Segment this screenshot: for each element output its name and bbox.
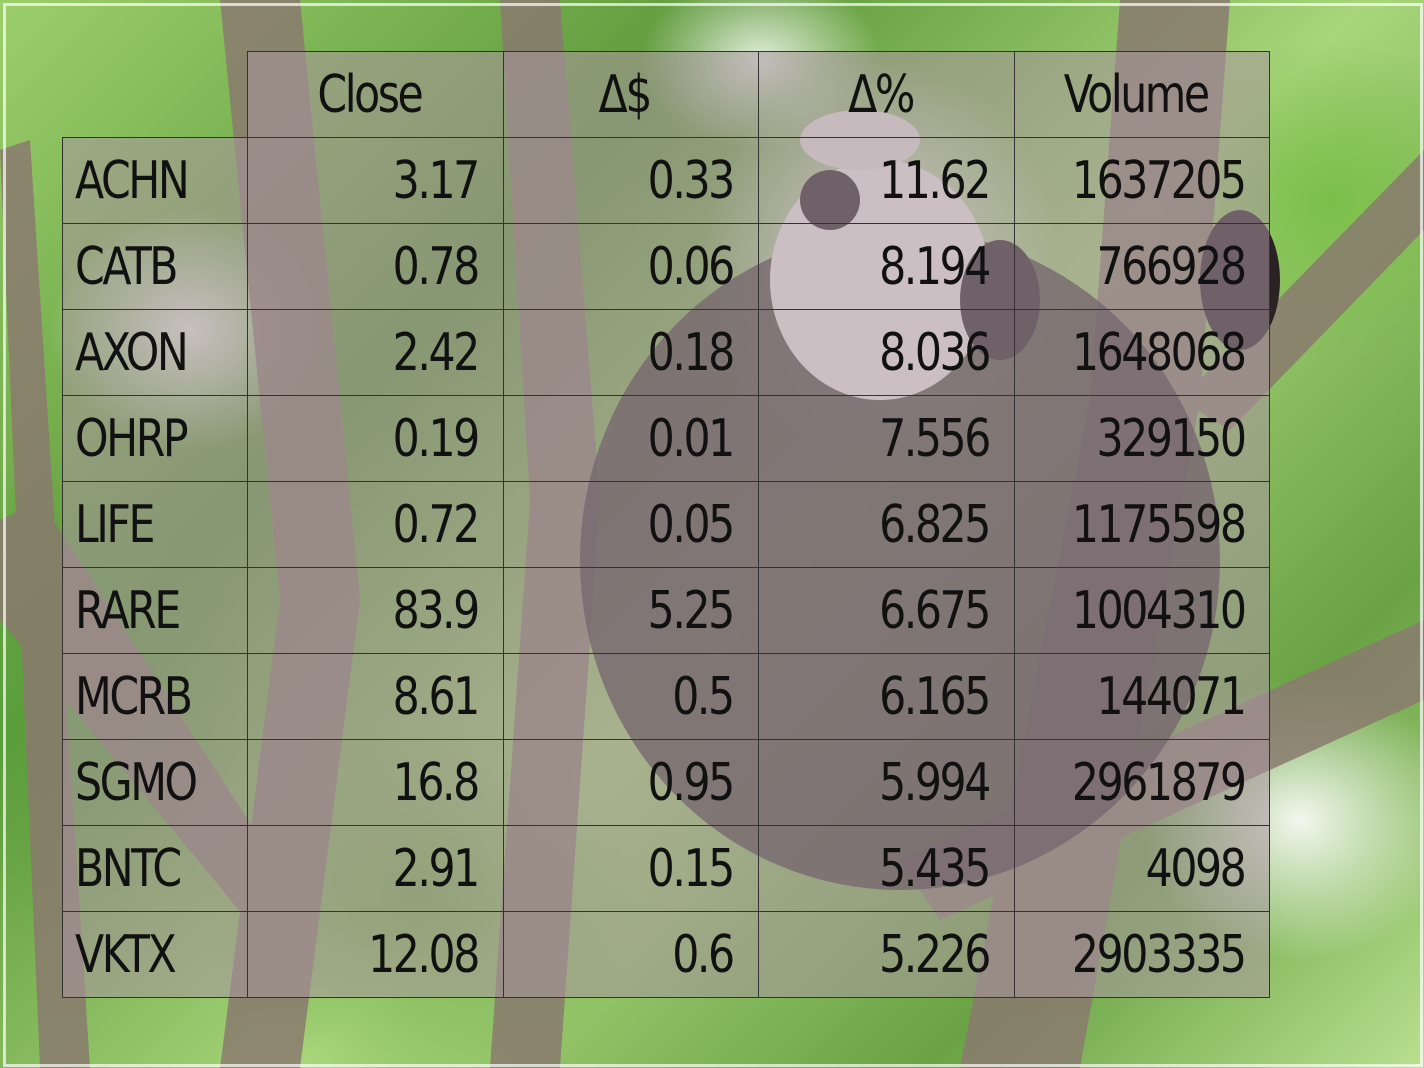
ticker-cell: LIFE [61,481,249,568]
volume-cell: 1637205 [1014,137,1271,224]
volume-cell: 2961879 [1014,739,1271,826]
close-cell: 2.42 [247,309,505,396]
table-row: BNTC 2.91 0.15 5.435 4098 [61,825,1271,912]
table-header-row: Close Δ$ Δ% Volume [62,51,1271,138]
table-row: VKTX 12.08 0.6 5.226 2903335 [61,911,1271,998]
delta-percent-cell: 7.556 [758,395,1016,482]
header-delta-percent: Δ% [758,51,1016,138]
close-cell: 0.19 [247,395,505,482]
table-row: RARE 83.9 5.25 6.675 1004310 [61,567,1271,654]
ticker-cell: ACHN [61,137,249,224]
delta-percent-cell: 8.036 [758,309,1016,396]
delta-dollar-cell: 0.01 [503,395,760,482]
volume-cell: 766928 [1014,223,1271,310]
volume-cell: 1004310 [1014,567,1271,654]
delta-dollar-cell: 0.05 [503,481,760,568]
table-row: SGMO 16.8 0.95 5.994 2961879 [61,739,1271,826]
close-cell: 16.8 [247,739,505,826]
table-row: AXON 2.42 0.18 8.036 1648068 [61,309,1271,396]
delta-dollar-cell: 5.25 [503,567,760,654]
delta-dollar-cell: 0.15 [503,825,760,912]
header-delta-dollar: Δ$ [503,51,760,138]
ticker-cell: AXON [61,309,249,396]
delta-dollar-cell: 0.18 [503,309,760,396]
close-cell: 83.9 [247,567,505,654]
delta-dollar-cell: 0.33 [503,137,760,224]
volume-cell: 1648068 [1014,309,1271,396]
delta-percent-cell: 5.435 [758,825,1016,912]
delta-percent-cell: 8.194 [758,223,1016,310]
table-row: ACHN 3.17 0.33 11.62 1637205 [61,137,1271,224]
delta-dollar-cell: 0.06 [503,223,760,310]
close-cell: 8.61 [247,653,505,740]
table-row: LIFE 0.72 0.05 6.825 1175598 [61,481,1271,568]
volume-cell: 1175598 [1014,481,1271,568]
header-corner [62,51,249,138]
delta-percent-cell: 5.994 [758,739,1016,826]
delta-percent-cell: 6.825 [758,481,1016,568]
ticker-cell: BNTC [61,825,249,912]
ticker-cell: RARE [61,567,249,654]
close-cell: 0.72 [247,481,505,568]
volume-cell: 329150 [1014,395,1271,482]
close-cell: 2.91 [247,825,505,912]
volume-cell: 2903335 [1014,911,1271,998]
close-cell: 12.08 [247,911,505,998]
delta-percent-cell: 6.165 [758,653,1016,740]
delta-percent-cell: 5.226 [758,911,1016,998]
delta-dollar-cell: 0.5 [503,653,760,740]
stock-table: Close Δ$ Δ% Volume ACHN 3.17 0.33 11.62 1637… [61,51,1271,998]
header-volume: Volume [1014,51,1271,138]
volume-cell: 144071 [1014,653,1271,740]
delta-percent-cell: 6.675 [758,567,1016,654]
table-row: OHRP 0.19 0.01 7.556 329150 [61,395,1271,482]
table-row: CATB 0.78 0.06 8.194 766928 [61,223,1271,310]
close-cell: 3.17 [247,137,505,224]
delta-dollar-cell: 0.6 [503,911,760,998]
close-cell: 0.78 [247,223,505,310]
ticker-cell: SGMO [61,739,249,826]
volume-cell: 4098 [1014,825,1271,912]
header-close: Close [247,51,505,138]
ticker-cell: OHRP [61,395,249,482]
ticker-cell: MCRB [61,653,249,740]
delta-dollar-cell: 0.95 [503,739,760,826]
ticker-cell: CATB [61,223,249,310]
delta-percent-cell: 11.62 [758,137,1016,224]
ticker-cell: VKTX [61,911,249,998]
table-row: MCRB 8.61 0.5 6.165 144071 [61,653,1271,740]
